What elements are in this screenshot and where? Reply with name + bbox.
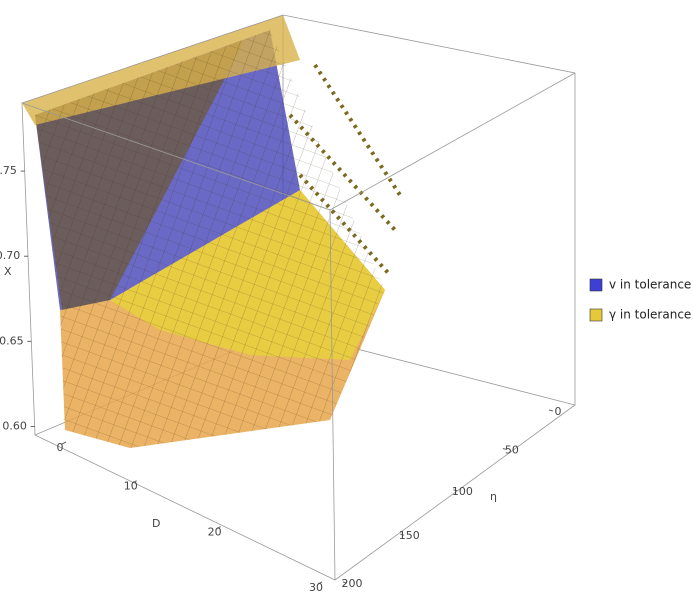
tick-mark: [342, 581, 348, 584]
z-axis-label: X: [4, 265, 12, 278]
y-axis-label: η: [490, 490, 497, 503]
y-tick-label: 200: [342, 577, 363, 590]
tick-mark: [216, 526, 221, 530]
z-tick-label: 0.60: [2, 419, 27, 432]
x-axis-label: D: [152, 517, 160, 530]
mesh: [35, 30, 385, 448]
x-tick-label: 30: [309, 581, 323, 594]
legend-swatch: [589, 278, 603, 292]
fragments: [288, 63, 402, 277]
x-tick-label: 0: [57, 441, 64, 454]
z-tick-label: 0.65: [0, 334, 24, 347]
y-tick-label: 50: [505, 444, 519, 457]
y-tick-label: 100: [452, 485, 473, 498]
y-tick-label: 150: [399, 529, 420, 542]
legend: v in tolerance γ in tolerance: [589, 278, 691, 322]
legend-swatch: [589, 308, 603, 322]
box-front: [21, 14, 576, 581]
regions: [22, 15, 402, 448]
tick-mark: [400, 533, 405, 536]
x-tick-label: 10: [124, 480, 138, 493]
y-tick-label: 0: [555, 405, 562, 418]
tick-mark: [548, 409, 554, 412]
tick-mark: [61, 441, 67, 445]
z-tick-label: 0.70: [0, 249, 20, 262]
z-tick-label: 0.75: [0, 164, 17, 177]
tick-mark: [317, 581, 323, 585]
tick-mark: [132, 480, 137, 484]
tick-mark: [502, 448, 507, 451]
legend-label: v in tolerance: [609, 278, 691, 292]
legend-label: γ in tolerance: [609, 308, 691, 322]
x-tick-label: 20: [208, 526, 222, 539]
tick-mark: [453, 489, 458, 492]
